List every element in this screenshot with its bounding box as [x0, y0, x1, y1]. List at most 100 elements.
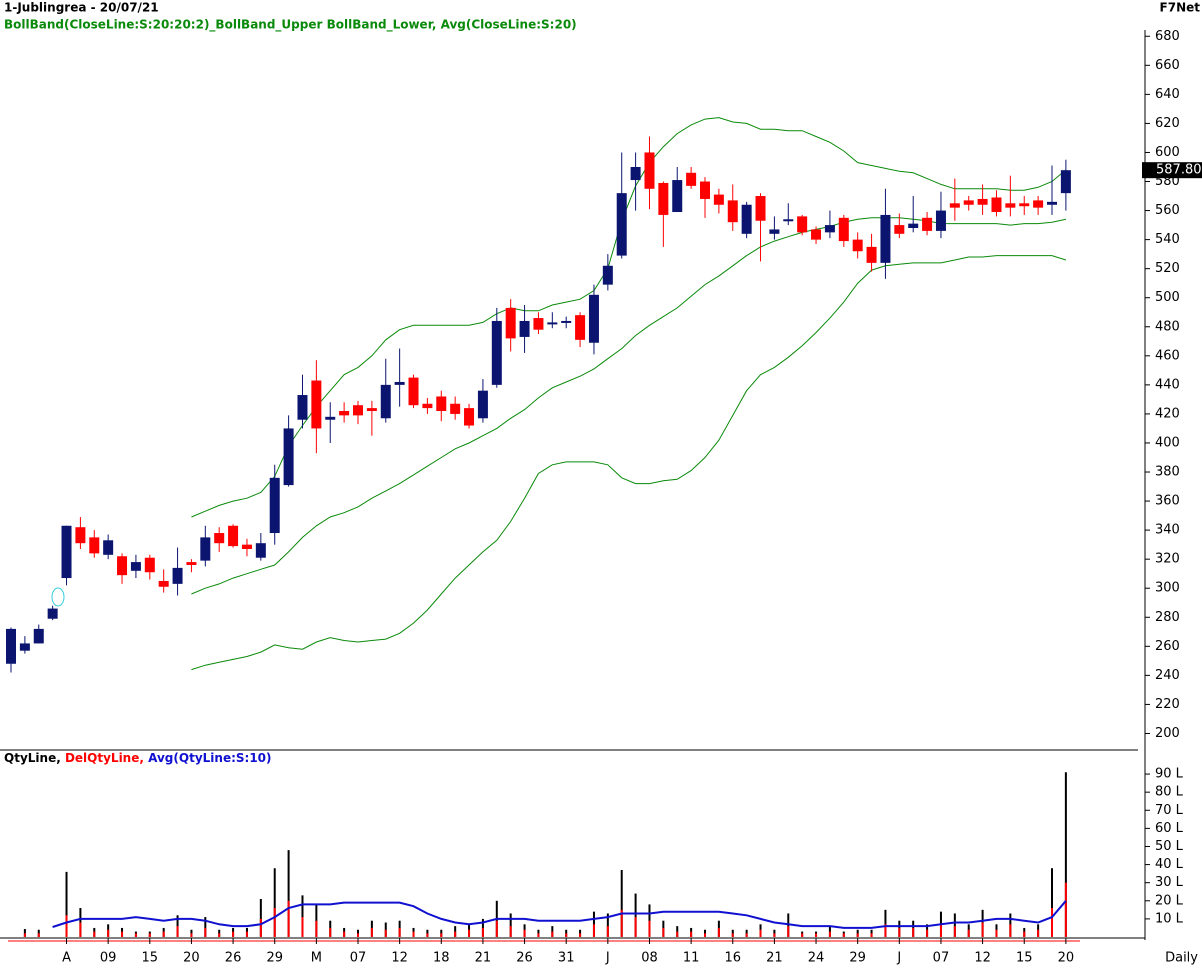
x-tick-label: J	[896, 951, 901, 966]
candle-body	[963, 200, 974, 205]
avg-line	[52, 900, 1067, 929]
candle-body	[158, 580, 169, 587]
y-tick-label: 400	[1155, 435, 1180, 450]
candle-body	[713, 194, 724, 205]
y2-tick-label: 50 L	[1155, 839, 1184, 854]
candle-body	[547, 322, 558, 325]
x-tick-label: 07	[350, 951, 367, 966]
y-tick-label: 500	[1155, 290, 1180, 305]
candle-body	[519, 320, 530, 337]
x-tick-label: 26	[516, 951, 533, 966]
y-tick-label: 300	[1155, 581, 1180, 596]
chart-title: 1-Jublingrea - 20/07/21	[4, 1, 159, 15]
y-tick-label: 240	[1155, 668, 1180, 683]
candle-body	[325, 416, 336, 420]
candle-body	[366, 408, 377, 412]
y-tick-label: 280	[1155, 610, 1180, 625]
y-tick-label: 200	[1155, 726, 1180, 741]
candle-body	[283, 428, 294, 486]
candle-body	[422, 403, 433, 409]
candle-body	[977, 198, 988, 205]
candle-body	[575, 315, 586, 340]
candle-body	[6, 628, 16, 664]
candle-body	[297, 395, 308, 420]
y-tick-label: 680	[1155, 29, 1180, 44]
candle-body	[103, 540, 114, 555]
candle-body	[755, 196, 766, 221]
candle-body	[727, 200, 738, 223]
candle-body	[505, 307, 516, 339]
candle-body	[672, 180, 683, 213]
x-tick-label: 29	[266, 951, 283, 966]
period: Daily	[1165, 951, 1198, 966]
x-tick-label: 18	[433, 951, 450, 966]
candle-body	[922, 217, 933, 231]
x-tick-label: 21	[475, 951, 492, 966]
y-tick-label: 420	[1155, 406, 1180, 421]
y-tick-label: 480	[1155, 319, 1180, 334]
candle-body	[866, 246, 877, 263]
candle-body	[19, 643, 30, 651]
legend-entry: DelQtyLine,	[65, 751, 144, 765]
x-tick-label: 20	[183, 951, 200, 966]
candle-body	[75, 527, 86, 544]
x-tick-label: 16	[724, 951, 741, 966]
y-tick-label: 540	[1155, 232, 1180, 247]
candle-body	[311, 380, 322, 429]
candle-body	[130, 562, 141, 571]
candle-body	[700, 181, 710, 199]
y2-tick-label: 80 L	[1155, 785, 1184, 800]
candle-body	[353, 405, 363, 416]
x-tick-label: 12	[974, 951, 991, 966]
candle-body	[408, 377, 419, 406]
x-tick-label: 24	[808, 951, 825, 966]
candle-body	[117, 556, 128, 576]
candle-body	[339, 411, 350, 416]
candle-body	[824, 225, 835, 233]
band-upper	[191, 117, 1067, 518]
y-tick-label: 340	[1155, 523, 1180, 538]
candle-body	[477, 390, 488, 419]
y-tick-label: 440	[1155, 377, 1180, 392]
x-tick-label: 12	[391, 951, 408, 966]
volume-legend: QtyLine, DelQtyLine, Avg(QtyLine:S:10)	[4, 751, 272, 765]
candle-body	[644, 152, 655, 189]
candle-body	[144, 557, 155, 573]
y-tick-label: 640	[1155, 87, 1180, 102]
x-tick-label: 15	[142, 951, 159, 966]
source: F7Net	[1160, 1, 1201, 15]
x-tick-label: M	[311, 951, 322, 966]
candle-body	[491, 320, 502, 385]
band-middle	[191, 217, 1067, 595]
x-tick-label: 08	[641, 951, 658, 966]
x-tick-label: 31	[558, 951, 575, 966]
x-tick-label: 29	[849, 951, 866, 966]
candle-body	[588, 294, 599, 343]
candle-body	[1019, 203, 1030, 207]
y-tick-label: 260	[1155, 639, 1180, 654]
candle-body	[935, 210, 946, 231]
candle-body	[908, 223, 919, 228]
candle-body	[1033, 200, 1044, 208]
x-tick-label: 07	[933, 951, 950, 966]
y2-tick-label: 20 L	[1155, 893, 1184, 908]
candle-body	[949, 203, 960, 208]
last-price-box	[1142, 162, 1202, 179]
candle-body	[630, 166, 641, 181]
y2-tick-label: 40 L	[1155, 857, 1184, 872]
x-tick-label: 21	[766, 951, 783, 966]
candle-body	[241, 544, 252, 550]
candle-body	[228, 525, 239, 547]
candle-body	[1047, 201, 1057, 205]
y-tick-label: 620	[1155, 116, 1180, 131]
candle-body	[991, 197, 1002, 213]
candle-body	[838, 217, 849, 242]
x-tick-label: J	[605, 951, 610, 966]
y2-tick-label: 30 L	[1155, 875, 1184, 890]
candle-body	[1060, 170, 1071, 194]
annotation-circle	[51, 587, 65, 607]
x-tick-label: 15	[1016, 951, 1033, 966]
y2-tick-label: 60 L	[1155, 821, 1184, 836]
y-tick-label: 320	[1155, 552, 1180, 567]
